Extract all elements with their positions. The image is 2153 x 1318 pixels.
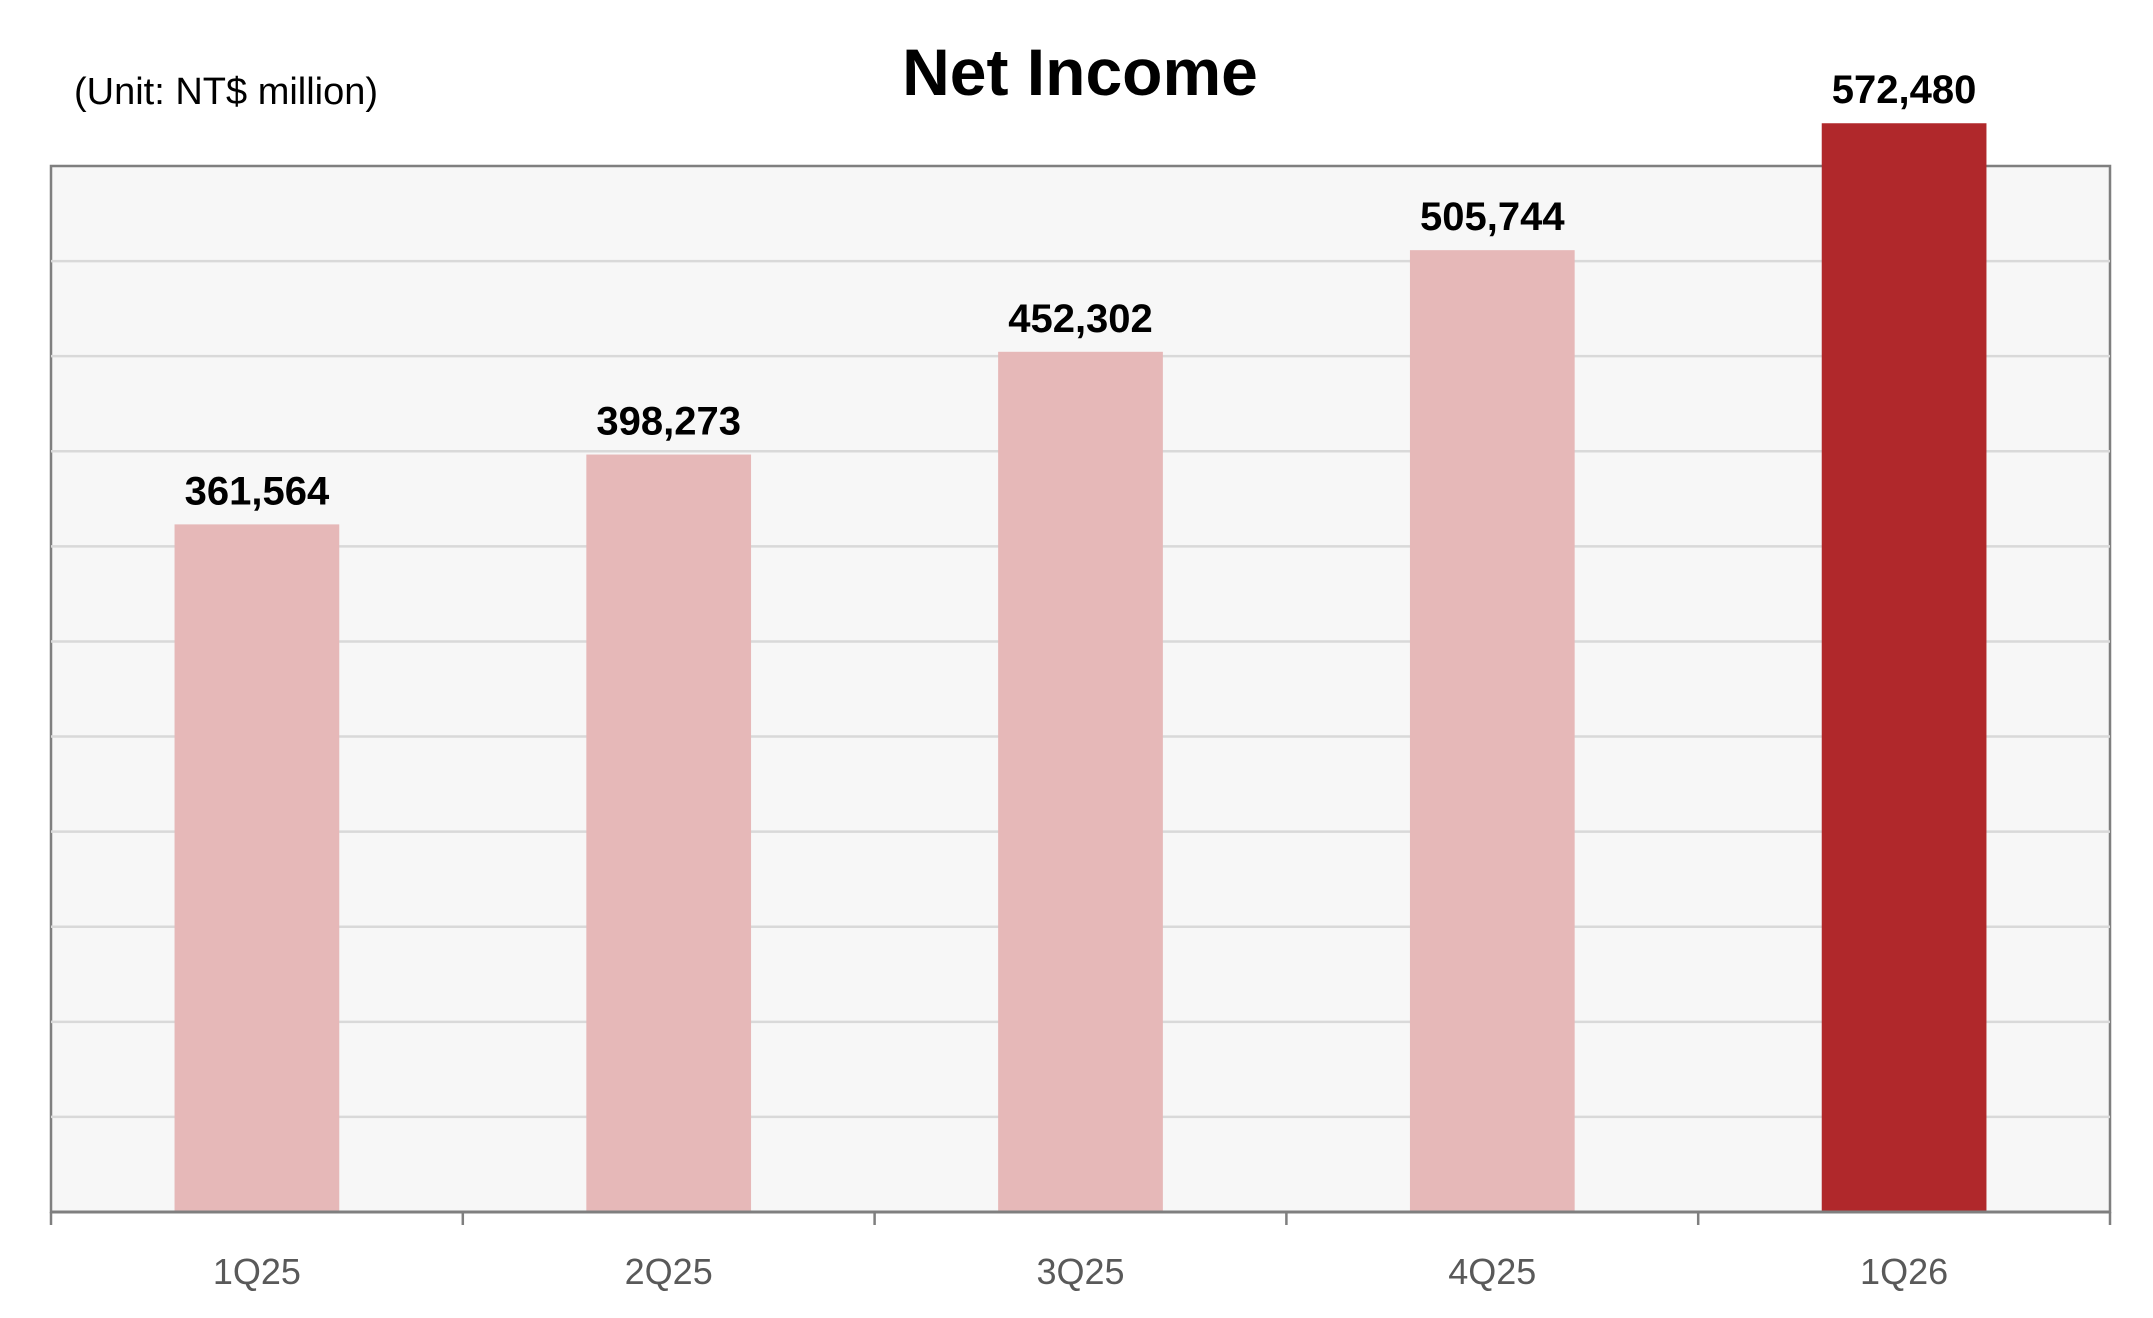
bar-4q25 xyxy=(1409,250,1575,1212)
x-tick-label-2q25: 2Q25 xyxy=(625,1251,713,1292)
data-label-1q26: 572,480 xyxy=(1832,68,1977,112)
unit-label: (Unit: NT$ million) xyxy=(74,71,378,113)
x-axis: 1Q25 2Q25 3Q25 4Q25 1Q26 xyxy=(49,1210,2112,1292)
data-labels: 361,564 398,273 452,302 505,744 572,480 xyxy=(185,68,1977,513)
data-label-3q25: 452,302 xyxy=(1008,297,1153,341)
x-tick-label-1q25: 1Q25 xyxy=(213,1251,301,1292)
bar-2q25 xyxy=(586,454,752,1213)
bar-3q25 xyxy=(998,351,1163,1212)
chart-title: Net Income xyxy=(902,35,1258,109)
data-label-4q25: 505,744 xyxy=(1420,195,1565,239)
data-label-2q25: 398,273 xyxy=(596,400,741,444)
bar-1q25 xyxy=(174,524,340,1212)
x-tick-label-1q26: 1Q26 xyxy=(1860,1251,1948,1292)
x-tick-label-4q25: 4Q25 xyxy=(1448,1251,1536,1292)
bars xyxy=(174,123,1987,1213)
x-tick-label-3q25: 3Q25 xyxy=(1036,1251,1124,1292)
data-label-1q25: 361,564 xyxy=(185,469,330,513)
bar-1q26 xyxy=(1821,123,1987,1213)
